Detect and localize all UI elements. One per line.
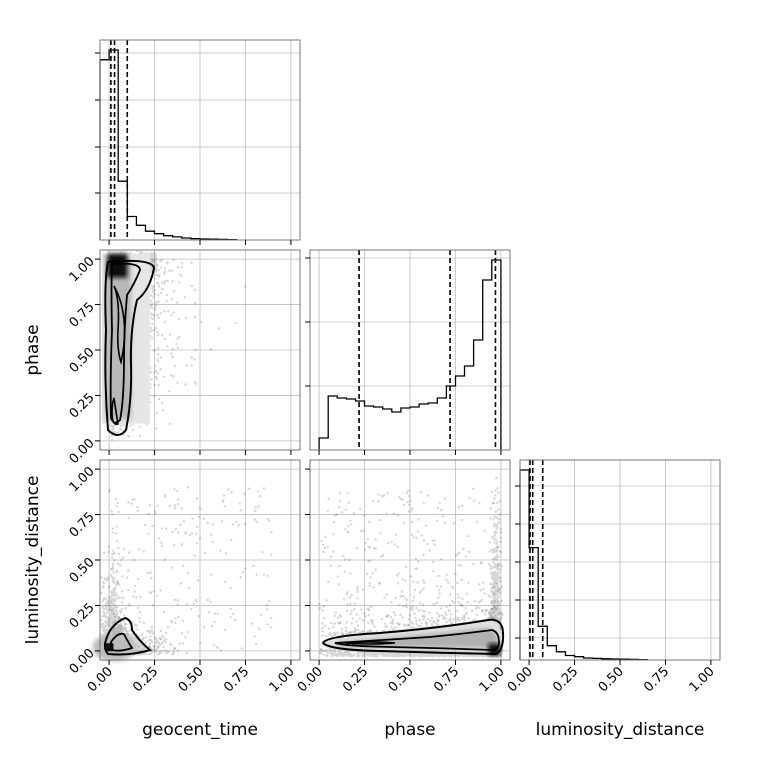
x-axis-label-geocent-time: geocent_time (142, 720, 258, 740)
x-tick-label: 0.25 (130, 664, 161, 695)
density-peak (105, 643, 114, 652)
y-axis-label-luminosity-distance: luminosity_distance (23, 476, 43, 645)
y-axis-label-phase: phase (23, 324, 43, 375)
x-tick-label: 0.75 (431, 664, 462, 695)
contour-inner (111, 397, 119, 426)
y-tick-label: 0.75 (67, 300, 98, 331)
x-tick-label: 0.25 (550, 664, 581, 695)
density-peak (107, 253, 128, 278)
y-tick-label: 0.25 (67, 391, 98, 422)
y-tick-label: 0.00 (67, 646, 98, 677)
y-tick-label: 0.25 (67, 601, 98, 632)
x-axis-label-luminosity-distance: luminosity_distance (536, 720, 705, 740)
x-tick-label: 0.00 (295, 664, 326, 695)
contour-outer (104, 259, 156, 436)
contour-outer (321, 618, 505, 656)
x-tick-label: 1.00 (267, 664, 298, 695)
y-tick-label: 0.50 (67, 345, 98, 376)
y-tick-label: 0.00 (67, 436, 98, 467)
histogram-step-luminosity_distance (519, 469, 648, 661)
x-tick-label: 1.00 (687, 664, 718, 695)
scatter-points (99, 510, 130, 643)
x-tick-label: 0.00 (505, 664, 536, 695)
contour-inner (113, 285, 126, 365)
x-tick-label: 0.75 (641, 664, 672, 695)
y-tick-label: 0.75 (67, 510, 98, 541)
y-tick-label: 1.00 (67, 254, 98, 285)
x-tick-label: 1.00 (477, 664, 508, 695)
contour-inner (344, 641, 396, 645)
histogram-step-geocent_time (99, 49, 238, 241)
x-tick-label: 0.75 (221, 664, 252, 695)
contour-middle (334, 629, 500, 651)
x-tick-label: 0.50 (596, 664, 627, 695)
y-tick-label: 1.00 (67, 464, 98, 495)
x-tick-label: 0.50 (176, 664, 207, 695)
contour-middle (109, 262, 141, 424)
x-tick-label: 0.50 (386, 664, 417, 695)
density-shading (101, 253, 150, 424)
y-tick-label: 0.50 (67, 555, 98, 586)
scatter-points (108, 486, 273, 651)
x-tick-label: 0.25 (340, 664, 371, 695)
x-axis-label-phase: phase (384, 720, 435, 740)
contour-outer (103, 616, 153, 656)
x-tick-label: 0.00 (85, 664, 116, 695)
contour-inner (110, 632, 134, 652)
histogram-step-phase (318, 259, 502, 450)
